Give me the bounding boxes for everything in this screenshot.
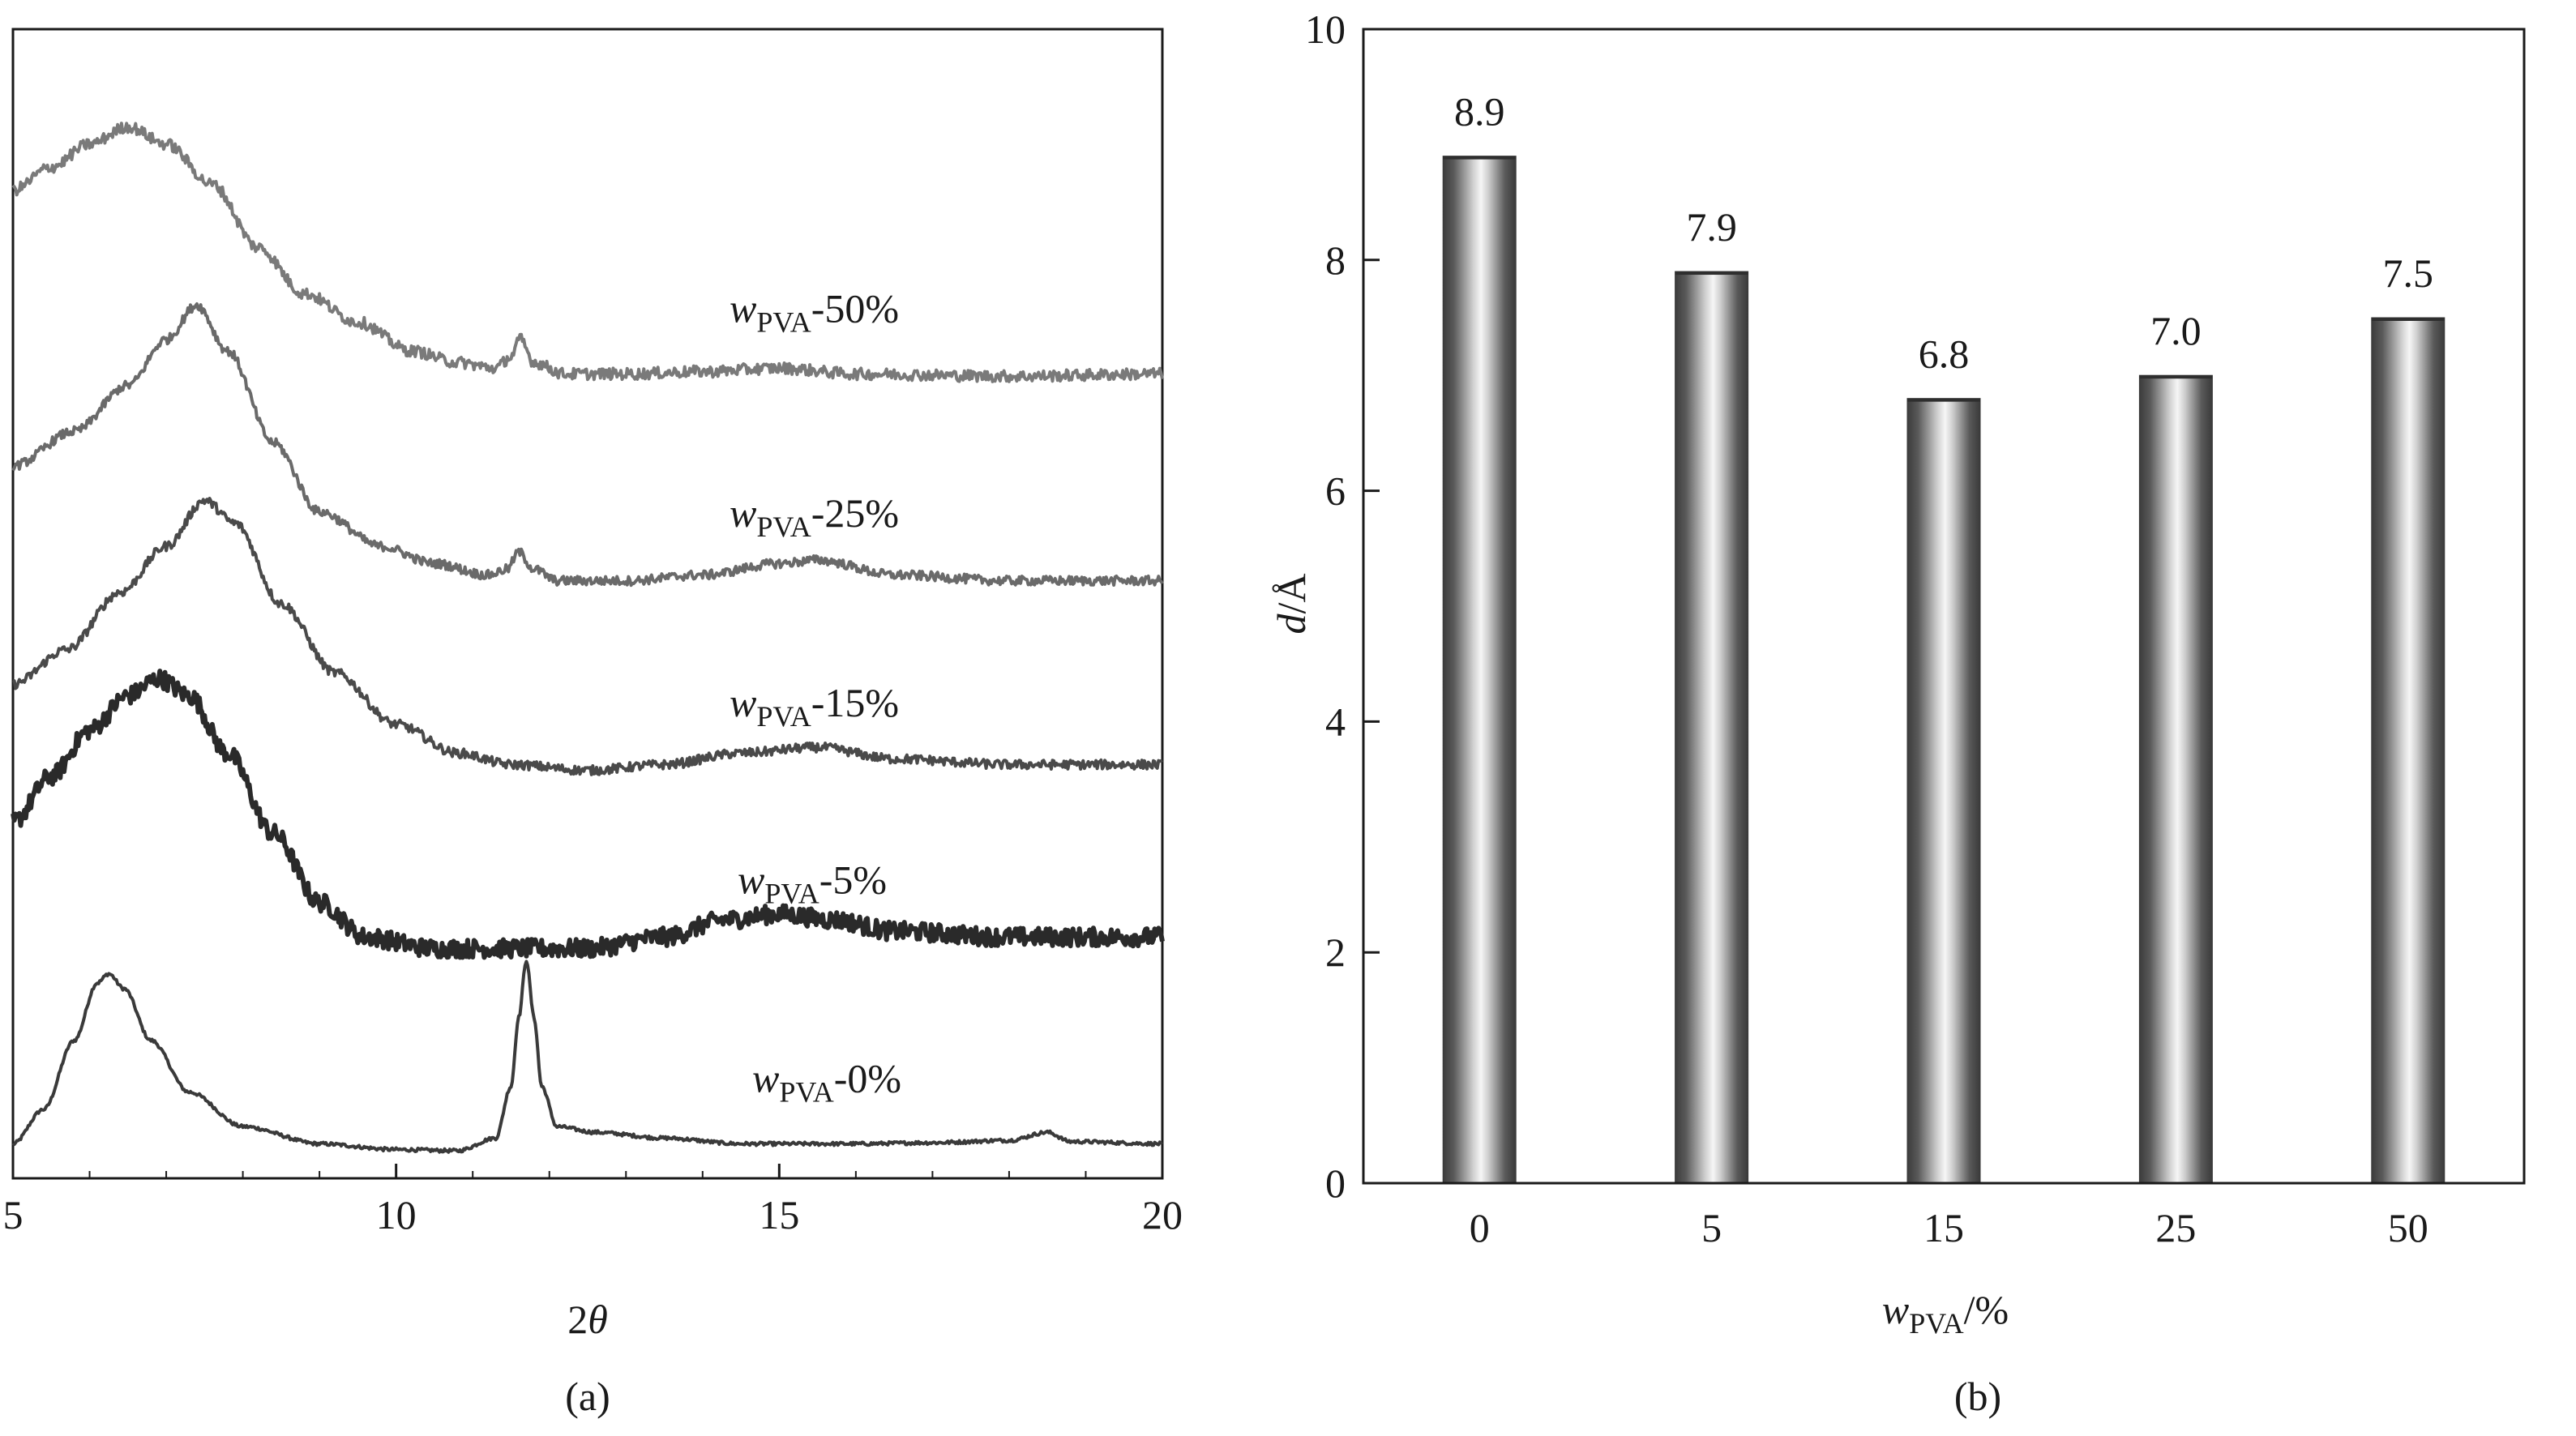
xrd-series-label-wpva-0: wPVA-0% [752, 1056, 901, 1109]
bar-x-tick-label: 15 [1923, 1205, 1964, 1250]
bar-x-tick-label: 50 [2388, 1205, 2428, 1250]
bar-0 [1442, 156, 1517, 1184]
bar-value-label-0: 8.9 [1454, 89, 1505, 135]
panel-b-label: (b) [1954, 1374, 2001, 1419]
bar-5 [1675, 271, 1749, 1184]
xrd-x-tick-label: 5 [3, 1192, 24, 1237]
xrd-x-tick-label: 20 [1142, 1192, 1183, 1237]
xrd-plot-frame [11, 28, 1164, 1180]
bar-y-tick-label: 8 [1325, 237, 1346, 283]
bar-x-tick-label: 5 [1701, 1205, 1722, 1250]
bar-panel: 8.9 7.9 6.8 7.0 7.5 0 2 4 6 8 10 0 5 15 25 50 d/Å wPV… [1269, 6, 2526, 1419]
bar-y-tick-label: 6 [1325, 468, 1346, 514]
bar-y-tick-label: 0 [1325, 1160, 1346, 1206]
bar-plot-frame [1362, 28, 2526, 1185]
bar-value-label-5: 7.9 [1686, 204, 1737, 250]
bar-y-tick-label: 10 [1305, 6, 1346, 52]
bar-cap-25 [2139, 375, 2213, 379]
xrd-series-label-wpva-15: wPVA-15% [730, 680, 899, 733]
xrd-curve-wpva-50 [11, 122, 1164, 383]
bar-value-label-25: 7.0 [2150, 308, 2202, 353]
bar-cap-15 [1907, 398, 1980, 402]
xrd-panel: 5 10 15 20 wPVA-0%wPVA-5%wPVA-15%wPVA-25%wP… [3, 28, 1183, 1419]
bar-y-axis-label: d/Å [1269, 574, 1314, 635]
bar-x-ticks: 0 5 15 25 50 [1470, 1205, 2428, 1250]
bar-y-tick-label: 2 [1325, 930, 1346, 975]
xrd-curve-wpva-0 [11, 959, 1163, 1154]
xrd-curves [11, 122, 1165, 1154]
bar-value-label-50: 7.5 [2383, 250, 2434, 296]
bar-15 [1906, 398, 1981, 1184]
bar-50 [2371, 317, 2445, 1184]
xrd-curve-wpva-15 [12, 497, 1163, 776]
xrd-x-ticks: 5 10 15 20 [3, 1164, 1183, 1237]
xrd-x-tick-label: 10 [376, 1192, 417, 1237]
xrd-curve-wpva-5 [11, 669, 1165, 960]
bar-y-tick-label: 4 [1325, 699, 1346, 744]
xrd-series-label-wpva-5: wPVA-5% [738, 857, 887, 909]
bar-value-label-15: 6.8 [1919, 331, 1970, 377]
xrd-series-label-wpva-50: wPVA-50% [730, 286, 899, 339]
bar-cap-0 [1443, 156, 1517, 160]
panel-a-label: (a) [565, 1374, 610, 1419]
bar-x-tick-label: 25 [2155, 1205, 2196, 1250]
bar-cap-5 [1675, 271, 1748, 276]
bar-y-ticks: 0 2 4 6 8 10 [1305, 6, 1380, 1206]
xrd-x-axis-label: 2θ [567, 1297, 608, 1342]
bar-25 [2138, 374, 2213, 1184]
bar-series: 8.9 7.9 6.8 7.0 7.5 [1442, 89, 2445, 1184]
bar-x-axis-label: wPVA/% [1882, 1287, 2009, 1340]
xrd-series-label-wpva-25: wPVA-25% [730, 490, 899, 543]
xrd-curve-wpva-25 [11, 302, 1164, 588]
bar-cap-50 [2371, 318, 2445, 321]
bar-x-tick-label: 0 [1470, 1205, 1490, 1250]
xrd-x-tick-label: 15 [759, 1192, 799, 1237]
xrd-series-labels: wPVA-0% wPVA-5% wPVA-15% wPVA-25% wPVA-50% [730, 286, 901, 1109]
